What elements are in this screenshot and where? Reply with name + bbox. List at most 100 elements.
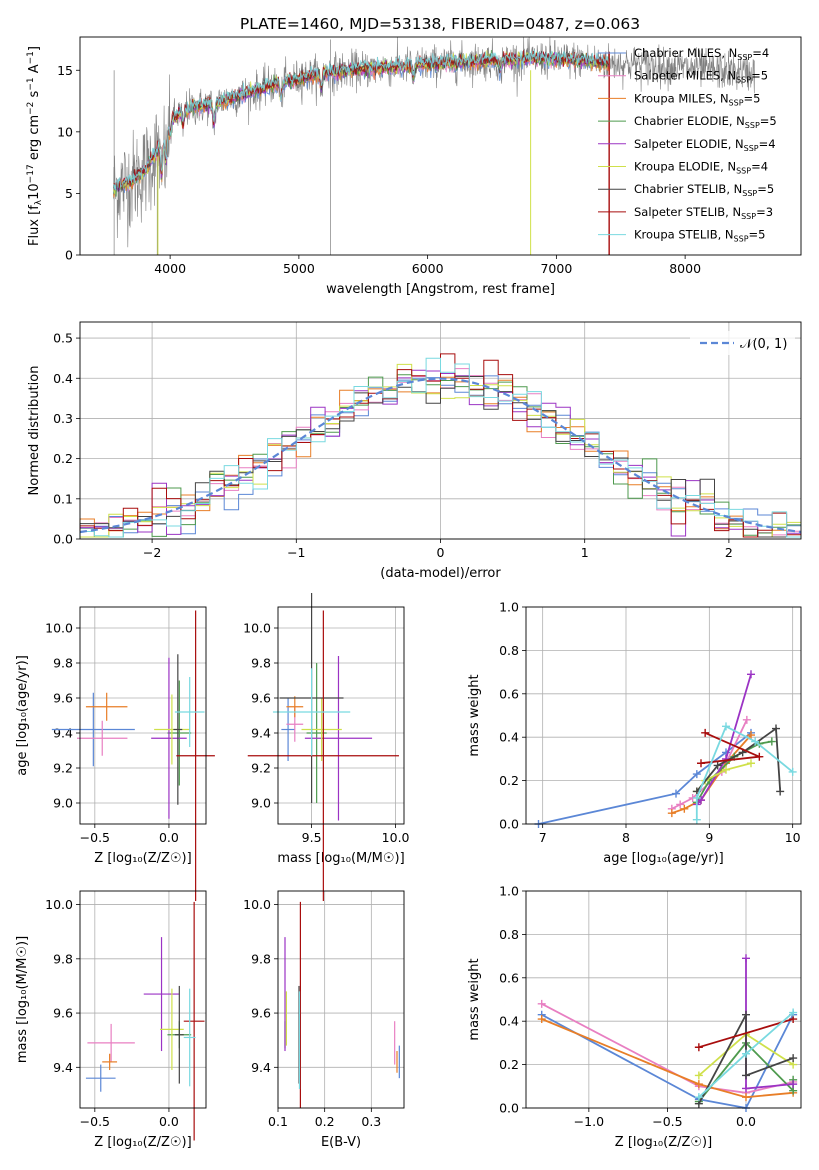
mass-weight-line (541, 1013, 794, 1110)
legend-label: Kroupa ELODIE, N (634, 160, 736, 174)
legend-value: =4 (759, 137, 776, 151)
model-spectrum-line (113, 49, 610, 191)
legend-entry: Salpeter STELIB, NSSP=3 (634, 205, 773, 221)
gaussian-curve (79, 377, 802, 534)
x-tick-label: 9 (705, 830, 713, 845)
histogram-step (79, 374, 801, 539)
data-point-marker (747, 731, 755, 740)
x-axis-label: wavelength [Angstrom, rest frame] (326, 282, 555, 297)
legend-value: =3 (756, 205, 773, 219)
data-point-marker (537, 1015, 546, 1024)
y-tick-label: 9.6 (251, 1006, 271, 1021)
y-tick-label: 5 (65, 186, 73, 201)
data-point-marker (742, 715, 751, 724)
legend-entry: Kroupa ELODIE, NSSP=4 (634, 160, 768, 176)
data-point-marker (789, 1080, 798, 1089)
data-point-marker (767, 737, 776, 746)
data-point-marker (701, 728, 710, 737)
y-tick-label: 9.4 (251, 1060, 271, 1075)
x-axis-label: Z [log₁₀(Z/Z☉)] (615, 1135, 712, 1150)
y-tick-label: 9.4 (53, 1060, 73, 1075)
mass-weight-line (696, 674, 752, 806)
axes-frame (277, 606, 405, 825)
y-tick-label: 9.2 (251, 761, 271, 776)
legend-entry: Kroupa MILES, NSSP=5 (634, 91, 760, 107)
data-point-marker (788, 767, 797, 776)
x-tick-label: 1 (581, 545, 589, 560)
y-tick-label: 9.6 (53, 691, 73, 706)
x-tick-label: 6000 (412, 261, 444, 276)
x-tick-label: 0.3 (361, 1114, 381, 1129)
y-tick-label: 0.0 (499, 817, 519, 832)
figure-title: PLATE=1460, MJD=53138, FIBERID=0487, z=0… (240, 15, 640, 33)
y-tick-label: 0.2 (499, 773, 519, 788)
data-point-marker (742, 1093, 750, 1102)
x-tick-label: 9.5 (302, 830, 322, 845)
data-point-marker (537, 999, 546, 1008)
x-tick-label: −0.5 (80, 1114, 110, 1129)
data-point-marker (697, 759, 705, 768)
data-point-marker (742, 954, 750, 963)
y-axis-label: age [log₁₀(age/yr)] (15, 655, 30, 776)
data-point-marker (667, 809, 676, 818)
y-axis-label: mass weight (467, 674, 482, 756)
y-tick-label: 1.0 (499, 600, 519, 615)
legend-box (690, 331, 795, 355)
x-tick-label: 10 (785, 830, 801, 845)
axes-frame (525, 890, 802, 1109)
legend-label: Salpeter MILES, N (634, 69, 736, 83)
x-tick-label: 0.0 (159, 830, 179, 845)
mass-vs-metallicity-panel: −0.5 0.0 9.4 9.6 9.8 10.0 Z [log₁₀(Z/Z☉)] mass … (15, 890, 207, 1150)
y-tick-label: 10.0 (45, 621, 73, 636)
x-axis-label: Z [log₁₀(Z/Z☉)] (94, 1135, 191, 1150)
y-tick-label: 0 (65, 248, 73, 263)
legend-subscript: SSP (744, 144, 759, 153)
legend-subscript: SSP (742, 189, 757, 198)
y-tick-label: 0.5 (53, 331, 73, 346)
residual-histogram-panel: −2 −1 0 1 2 0.0 0.1 0.2 0.3 0.4 0.5 (data-model)/er… (27, 321, 802, 581)
y-tick-label: 0.1 (53, 491, 73, 506)
legend-label: Salpeter ELODIE, N (634, 137, 744, 151)
data-point-marker (742, 1084, 750, 1093)
data-point-marker (742, 1071, 750, 1080)
legend-entry: Kroupa STELIB, NSSP=5 (634, 228, 765, 244)
y-tick-label: 0.2 (53, 451, 73, 466)
legend-label: Chabrier STELIB, N (634, 182, 742, 196)
y-axis-label: Flux [fλ10−17 erg cm−2 s−1 A−1] (26, 46, 44, 246)
data-point-marker (672, 789, 680, 798)
data-point-marker (694, 1080, 703, 1089)
legend-subscript: SSP (729, 98, 744, 107)
y-tick-label: 9.6 (251, 691, 271, 706)
data-point-marker (772, 724, 780, 733)
y-tick-label: 9.0 (251, 796, 271, 811)
legend-value: =4 (752, 46, 769, 60)
legend-subscript: SSP (741, 212, 756, 221)
y-tick-label: 0.6 (499, 970, 519, 985)
y-tick-label: 0.4 (499, 730, 519, 745)
mass-weight-vs-metallicity-panel: −1.0 −0.5 0.0 0.0 0.2 0.4 0.6 0.8 1.0 Z [log₁₀(Z/… (467, 884, 802, 1150)
legend-label: 𝒩(0, 1) (740, 337, 787, 352)
x-tick-label: 5000 (283, 261, 315, 276)
y-tick-label: 0.6 (499, 686, 519, 701)
y-tick-label: 0.0 (53, 532, 73, 547)
x-tick-label: −1.0 (574, 1114, 604, 1129)
y-tick-label: 0.4 (53, 371, 73, 386)
data-point-marker (676, 800, 685, 809)
legend-value: =5 (757, 182, 774, 196)
y-axis-label: Normed distribution (27, 366, 42, 496)
legend-subscript: SSP (737, 53, 752, 62)
legend-subscript: SSP (734, 235, 749, 244)
legend-entry: Chabrier ELODIE, NSSP=5 (634, 114, 777, 130)
legend-entry: Salpeter ELODIE, NSSP=4 (634, 137, 776, 153)
data-point-marker (692, 770, 701, 779)
data-point-marker (747, 759, 755, 768)
histogram-step (79, 375, 801, 539)
y-tick-label: 0.8 (499, 643, 519, 658)
y-tick-label: 0.0 (499, 1101, 519, 1116)
axes-frame (525, 606, 802, 825)
y-tick-label: 10.0 (45, 897, 73, 912)
x-tick-label: 2 (725, 545, 733, 560)
y-tick-label: 10.0 (243, 621, 271, 636)
legend-label: Kroupa MILES, N (634, 91, 729, 105)
